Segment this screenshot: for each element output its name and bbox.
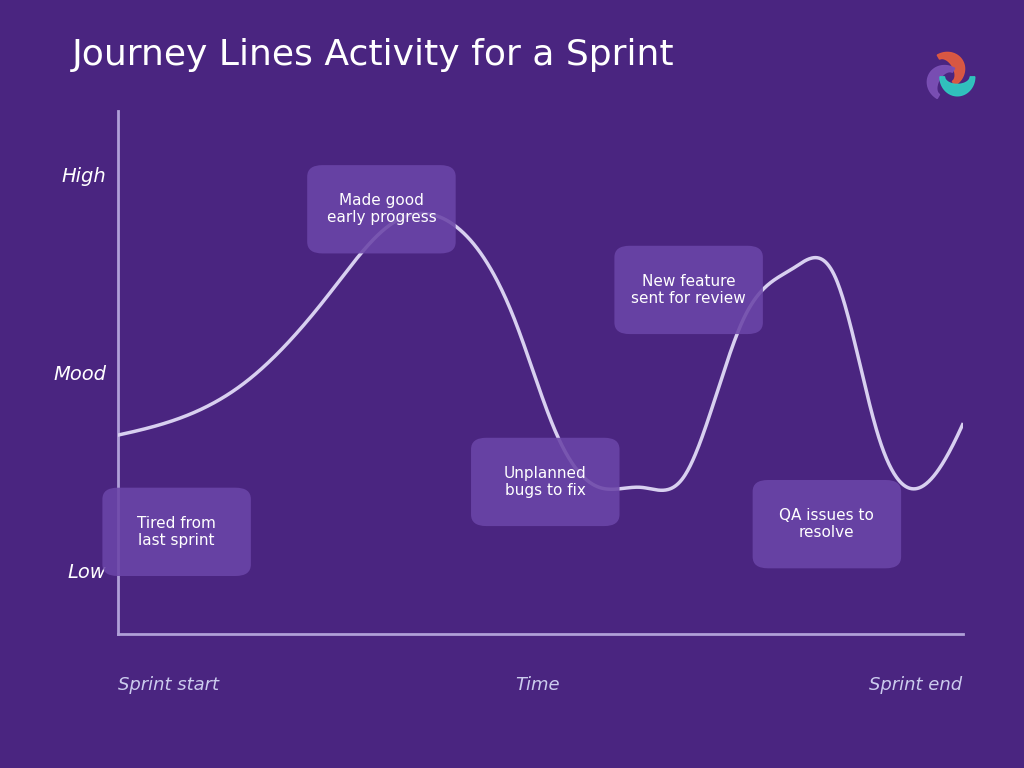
Polygon shape bbox=[928, 65, 954, 98]
Text: QA issues to
resolve: QA issues to resolve bbox=[779, 508, 874, 541]
Text: Unplanned
bugs to fix: Unplanned bugs to fix bbox=[504, 465, 587, 498]
Text: Journey Lines Activity for a Sprint: Journey Lines Activity for a Sprint bbox=[72, 38, 675, 72]
Text: Tired from
last sprint: Tired from last sprint bbox=[137, 515, 216, 548]
Polygon shape bbox=[940, 77, 975, 96]
Text: Made good
early progress: Made good early progress bbox=[327, 193, 436, 226]
Text: Time: Time bbox=[515, 676, 560, 694]
Polygon shape bbox=[937, 52, 965, 85]
Text: Sprint start: Sprint start bbox=[118, 676, 219, 694]
Text: New feature
sent for review: New feature sent for review bbox=[631, 273, 746, 306]
Text: Sprint end: Sprint end bbox=[869, 676, 963, 694]
